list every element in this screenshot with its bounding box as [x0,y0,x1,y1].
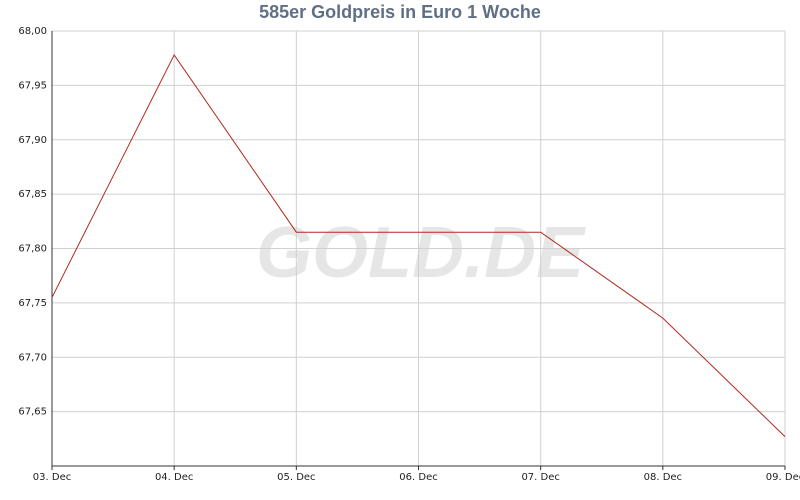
x-tick-label: 08. Dec [644,472,682,483]
y-tick-label: 67,75 [18,298,47,309]
y-tick-label: 67,65 [18,407,47,418]
chart-title: 585er Goldpreis in Euro 1 Woche [259,2,541,22]
x-tick-label: 09. Dec [766,472,800,483]
y-tick-label: 67,90 [18,135,47,146]
line-series [51,53,786,437]
x-tick-label: 05. Dec [277,472,315,483]
x-tick-label: 03. Dec [33,472,71,483]
x-tick-label: 07. Dec [521,472,559,483]
x-tick-label: 04. Dec [155,472,193,483]
y-tick-label: 68,00 [18,26,47,37]
y-tick-label: 67,85 [18,189,47,200]
y-tick-label: 67,70 [18,352,47,363]
watermark: GOLD.DE [256,213,586,293]
y-tick-label: 67,80 [18,244,47,255]
x-tick-label: 06. Dec [399,472,437,483]
y-tick-label: 67,95 [18,80,47,91]
